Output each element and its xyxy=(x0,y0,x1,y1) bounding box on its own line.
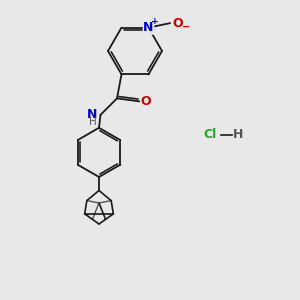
Text: +: + xyxy=(151,16,159,26)
Text: N: N xyxy=(87,108,98,122)
Text: −: − xyxy=(182,22,190,32)
Text: Cl: Cl xyxy=(203,128,217,142)
Text: H: H xyxy=(233,128,244,142)
Text: H: H xyxy=(88,117,96,128)
Text: N: N xyxy=(143,21,154,34)
Text: O: O xyxy=(172,16,183,30)
Text: O: O xyxy=(141,95,152,108)
